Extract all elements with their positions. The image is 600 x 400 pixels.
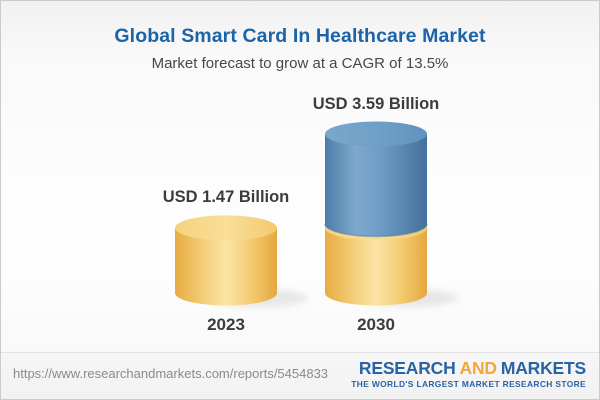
researchandmarkets-logo: RESEARCH AND MARKETS THE WORLD'S LARGEST M… [351,359,586,390]
bar-2030-base-body [325,219,427,306]
bar-2030-growth-cap [325,121,427,147]
category-label-2030: 2030 [357,314,395,334]
category-label-2023: 2023 [207,314,245,334]
value-label-2023: USD 1.47 Billion [162,188,290,207]
footer: https://www.researchandmarkets.com/repor… [1,352,599,399]
bar-2030-growth-body [325,134,427,237]
bar-2030-growth-bottom-edge [324,223,428,238]
bar-2023-cylinder-cap [175,215,277,241]
logo-word-and: AND [459,358,498,378]
bar-2023-cylinder-body [175,227,277,306]
logo-tagline: THE WORLD'S LARGEST MARKET RESEARCH STOR… [351,379,586,389]
logo-word-markets: MARKETS [500,358,586,378]
logo-word-research: RESEARCH [358,358,456,378]
report-url: https://www.researchandmarkets.com/repor… [13,366,329,381]
logo-wordmark: RESEARCH AND MARKETS [359,359,586,378]
page-title: Global Smart Card In Healthcare Market [114,25,486,47]
chart-subtitle: Market forecast to grow at a CAGR of 13.… [151,55,449,72]
value-label-2030: USD 3.59 Billion [312,94,440,113]
